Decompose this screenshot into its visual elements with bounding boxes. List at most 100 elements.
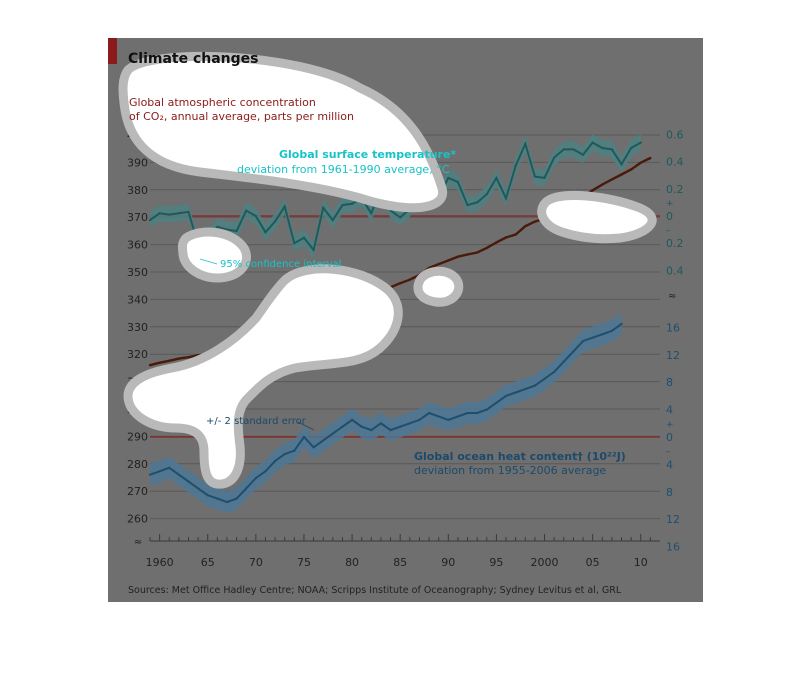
ocean-point-1962: [177, 473, 180, 476]
occlusion-blob-right: [537, 190, 657, 244]
ocean-plus-sign: +: [666, 420, 674, 430]
co2-point-1998: [524, 225, 527, 228]
co2-point-2008: [620, 173, 623, 176]
axes: 2602702802903003103203303403503603703803…: [127, 128, 684, 569]
left-tick-label-270: 270: [127, 485, 148, 498]
left-tick-label-280: 280: [127, 458, 148, 471]
temperature-point-1990: [447, 176, 450, 180]
temperature-point-1995: [495, 176, 498, 180]
x-tick-label-1995: 95: [489, 556, 503, 569]
temperature-point-1982: [370, 212, 373, 215]
ocean-tick-label-7: 12: [666, 513, 680, 526]
ocean-point-1972: [273, 459, 277, 463]
co2-point-1986: [408, 278, 412, 281]
co2-point-1962: [177, 357, 181, 360]
ocean-point-1986: [408, 422, 411, 425]
temperature-tick-label-4: 0.2: [666, 237, 684, 250]
temperature-point-1991: [456, 180, 460, 184]
ocean-tick-label-2: 8: [666, 376, 673, 389]
ocean-point-1991: [456, 415, 460, 418]
left-tick-label-290: 290: [127, 430, 148, 443]
occlusion-blob-top-left: [118, 52, 448, 213]
series-lines: [148, 140, 652, 504]
ocean-point-1981: [360, 425, 363, 428]
temperature-point-1969: [245, 209, 248, 212]
ocean-point-1959: [148, 473, 152, 476]
right-axis-break: ≈: [668, 291, 676, 302]
ocean-point-1961: [168, 466, 171, 469]
ocean-point-1971: [264, 470, 267, 473]
temperature-point-2001: [553, 156, 556, 159]
ocean-point-1965: [206, 494, 209, 497]
ocean-point-2002: [562, 360, 565, 363]
left-tick-label-390: 390: [127, 156, 148, 169]
temperature-point-1960: [158, 212, 161, 215]
ocean-point-1989: [437, 415, 440, 418]
temperature-tick-label-5: 0.4: [666, 264, 684, 277]
temperature-point-1997: [514, 164, 517, 167]
ocean-point-2008: [620, 322, 623, 326]
ocean-point-2007: [610, 329, 613, 332]
temperature-point-2009: [630, 146, 633, 150]
left-tick-label-360: 360: [127, 239, 148, 252]
x-tick-label-1980: 80: [345, 556, 359, 569]
co2-point-1989: [437, 262, 440, 266]
x-tick-label-2010: 10: [634, 556, 648, 569]
co2-point-1961: [168, 359, 171, 362]
temperature-minus-sign: –: [666, 226, 671, 236]
temperature-point-1968: [235, 229, 238, 233]
temperature-point-1993: [476, 201, 479, 204]
ocean-tick-label-5: 4: [666, 458, 673, 471]
ocean-point-1970: [254, 477, 257, 480]
temperature-tick-label-2: 0.2: [666, 183, 684, 196]
temperature-point-1970: [254, 214, 257, 218]
ocean-point-2004: [581, 340, 585, 343]
ocean-point-1994: [485, 408, 488, 411]
left-tick-label-370: 370: [127, 211, 148, 224]
temperature-point-1973: [283, 205, 286, 208]
ocean-point-1984: [389, 429, 392, 432]
ocean-point-1996: [504, 394, 508, 397]
co2-point-1999: [533, 220, 537, 223]
ocean-point-1975: [302, 435, 306, 439]
ocean-tick-label-3: 4: [666, 404, 673, 417]
temperature-point-1992: [466, 204, 469, 207]
temperature-point-1959: [148, 218, 152, 222]
temperature-label: Global surface temperature*: [279, 148, 456, 161]
ocean-band-pointer: [297, 421, 315, 431]
temperature-point-2000: [543, 176, 546, 180]
co2-point-2005: [591, 189, 594, 192]
left-tick-label-260: 260: [127, 513, 148, 526]
co2-point-1985: [398, 282, 402, 285]
ocean-point-1973: [283, 453, 286, 456]
occlusion-shapes: [118, 52, 657, 489]
temperature-line: [149, 140, 642, 253]
ocean-point-1998: [524, 387, 527, 391]
temperature-point-1994: [485, 193, 488, 196]
occlusion-blob-right-small: [413, 266, 464, 307]
ocean-point-1966: [216, 497, 219, 500]
chart-title: Climate changes: [128, 51, 259, 67]
ocean-tick-label-4: 0: [666, 431, 673, 444]
source-note: Sources: Met Office Hadley Centre; NOAA;…: [128, 585, 622, 596]
ocean-point-2000: [543, 377, 546, 380]
red-corner-tab: [108, 38, 117, 64]
temperature-point-2007: [610, 148, 613, 151]
ocean-point-1999: [533, 384, 537, 387]
ocean-point-2006: [601, 333, 604, 336]
temperature-point-1976: [312, 248, 315, 252]
ocean-point-1990: [447, 418, 450, 421]
temperature-point-1985: [399, 216, 402, 219]
ocean-tick-label-0: 16: [666, 321, 680, 334]
ocean-point-1968: [235, 497, 238, 500]
co2-point-2011: [649, 156, 652, 160]
ocean-minus-sign: –: [666, 447, 671, 457]
uncertainty-bands: [150, 134, 641, 513]
co2-point-1993: [475, 251, 479, 254]
x-tick-label-1965: 65: [201, 556, 215, 569]
temperature-point-1963: [187, 210, 190, 214]
ocean-point-1974: [293, 449, 296, 452]
temperature-band-label: 95% confidence interval: [220, 259, 341, 270]
ocean-point-1982: [370, 429, 373, 432]
